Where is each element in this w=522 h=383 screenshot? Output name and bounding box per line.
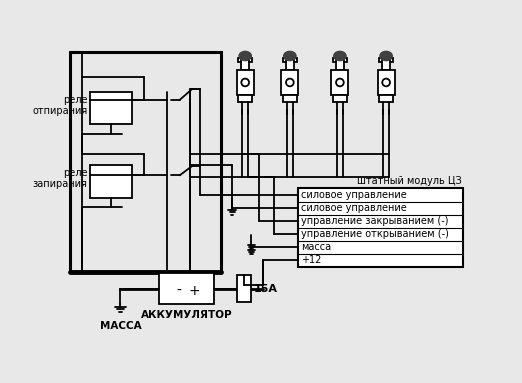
Bar [90, 165, 132, 198]
Text: силовое управление: силовое управление [301, 203, 407, 213]
Bar [70, 52, 221, 272]
Ellipse shape [334, 51, 346, 61]
Bar [390, 58, 393, 62]
Bar [249, 58, 252, 62]
Bar [283, 95, 297, 103]
Bar [331, 70, 348, 95]
Bar [241, 55, 249, 70]
Circle shape [241, 79, 249, 86]
Text: -: - [176, 284, 182, 298]
Circle shape [336, 79, 344, 86]
Bar [283, 58, 286, 62]
Bar [236, 70, 254, 95]
Bar [333, 95, 347, 103]
Bar [281, 70, 299, 95]
Text: МАССА: МАССА [100, 321, 141, 331]
Ellipse shape [283, 51, 296, 61]
Bar [236, 275, 251, 302]
Text: АККУМУЛЯТОР: АККУМУЛЯТОР [141, 310, 232, 320]
Text: силовое управление: силовое управление [301, 190, 407, 200]
Text: 15А: 15А [254, 283, 278, 293]
Text: управление открыванием (-): управление открыванием (-) [301, 229, 449, 239]
Bar [238, 58, 241, 62]
Text: реле: реле [63, 168, 87, 178]
Bar [379, 95, 393, 103]
Bar [298, 188, 463, 267]
Bar [294, 58, 297, 62]
Text: реле: реле [63, 95, 87, 105]
Text: штатный модуль ЦЗ: штатный модуль ЦЗ [357, 176, 461, 186]
Bar [333, 58, 336, 62]
Text: управление закрыванием (-): управление закрыванием (-) [301, 216, 449, 226]
Text: запирания: запирания [32, 179, 87, 189]
Text: +: + [188, 284, 200, 298]
Bar [336, 55, 344, 70]
Bar [238, 95, 252, 103]
Circle shape [286, 79, 294, 86]
Text: отпирания: отпирания [32, 106, 87, 116]
Ellipse shape [239, 51, 252, 61]
Bar [159, 273, 215, 304]
Bar [286, 55, 294, 70]
Bar [379, 58, 382, 62]
Circle shape [382, 79, 390, 86]
Bar [377, 70, 395, 95]
Text: +12: +12 [301, 255, 322, 265]
Text: масса: масса [301, 242, 331, 252]
Ellipse shape [380, 51, 392, 61]
Bar [382, 55, 390, 70]
Bar [90, 92, 132, 124]
Bar [344, 58, 347, 62]
